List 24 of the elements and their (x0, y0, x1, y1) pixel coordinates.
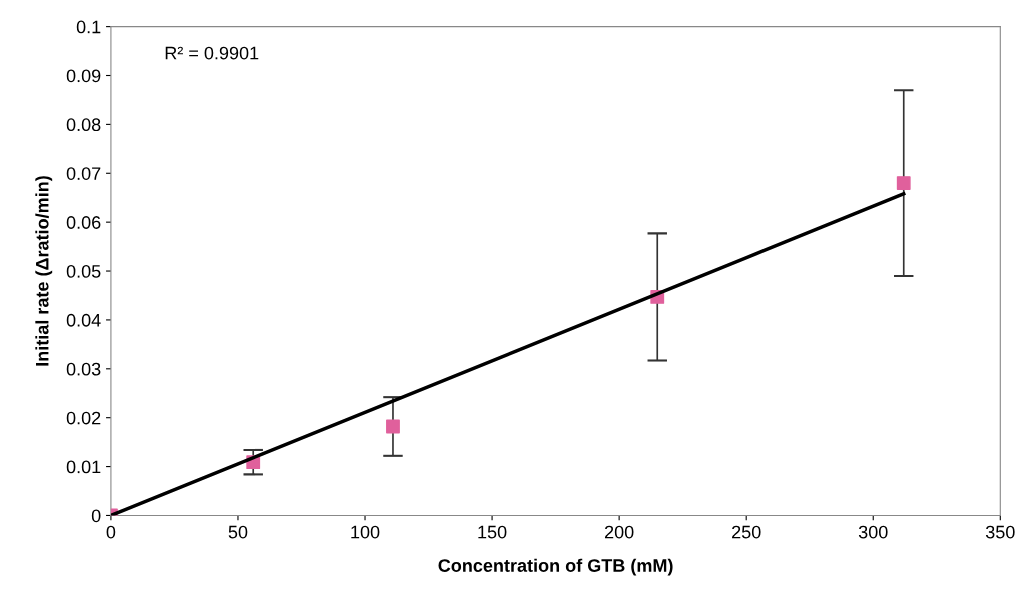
x-tick-label: 350 (985, 525, 1015, 539)
x-tick-label: 200 (604, 525, 634, 539)
y-tick-label: 0.04 (66, 313, 101, 327)
y-tick-label: 0.09 (66, 69, 101, 83)
x-tick-label: 0 (106, 525, 116, 539)
y-tick-label: 0.08 (66, 118, 101, 132)
x-tick-label: 300 (858, 525, 888, 539)
x-axis-title: Concentration of GTB (mM) (438, 558, 673, 576)
x-tick-label: 250 (732, 525, 761, 539)
y-tick-label: 0.07 (66, 167, 101, 180)
annotation: R² = 0.9901 (165, 46, 259, 60)
y-tick-label: 0.05 (66, 264, 101, 278)
y-axis-title: Initial rate (Δratio/min) (35, 176, 53, 366)
y-tick-label: 0.06 (66, 216, 101, 229)
y-tick-label: 0 (91, 509, 101, 523)
x-tick-label: 50 (228, 525, 248, 539)
y-tick-label: 0.02 (66, 411, 101, 425)
y-tick-label: 0.03 (66, 362, 101, 376)
y-tick-label: 0.01 (66, 460, 101, 474)
x-tick-label: 150 (478, 525, 507, 539)
point (896, 176, 911, 190)
point (386, 419, 400, 434)
x-tick-label: 100 (351, 525, 380, 539)
y-tick-label: 0.1 (76, 20, 101, 34)
